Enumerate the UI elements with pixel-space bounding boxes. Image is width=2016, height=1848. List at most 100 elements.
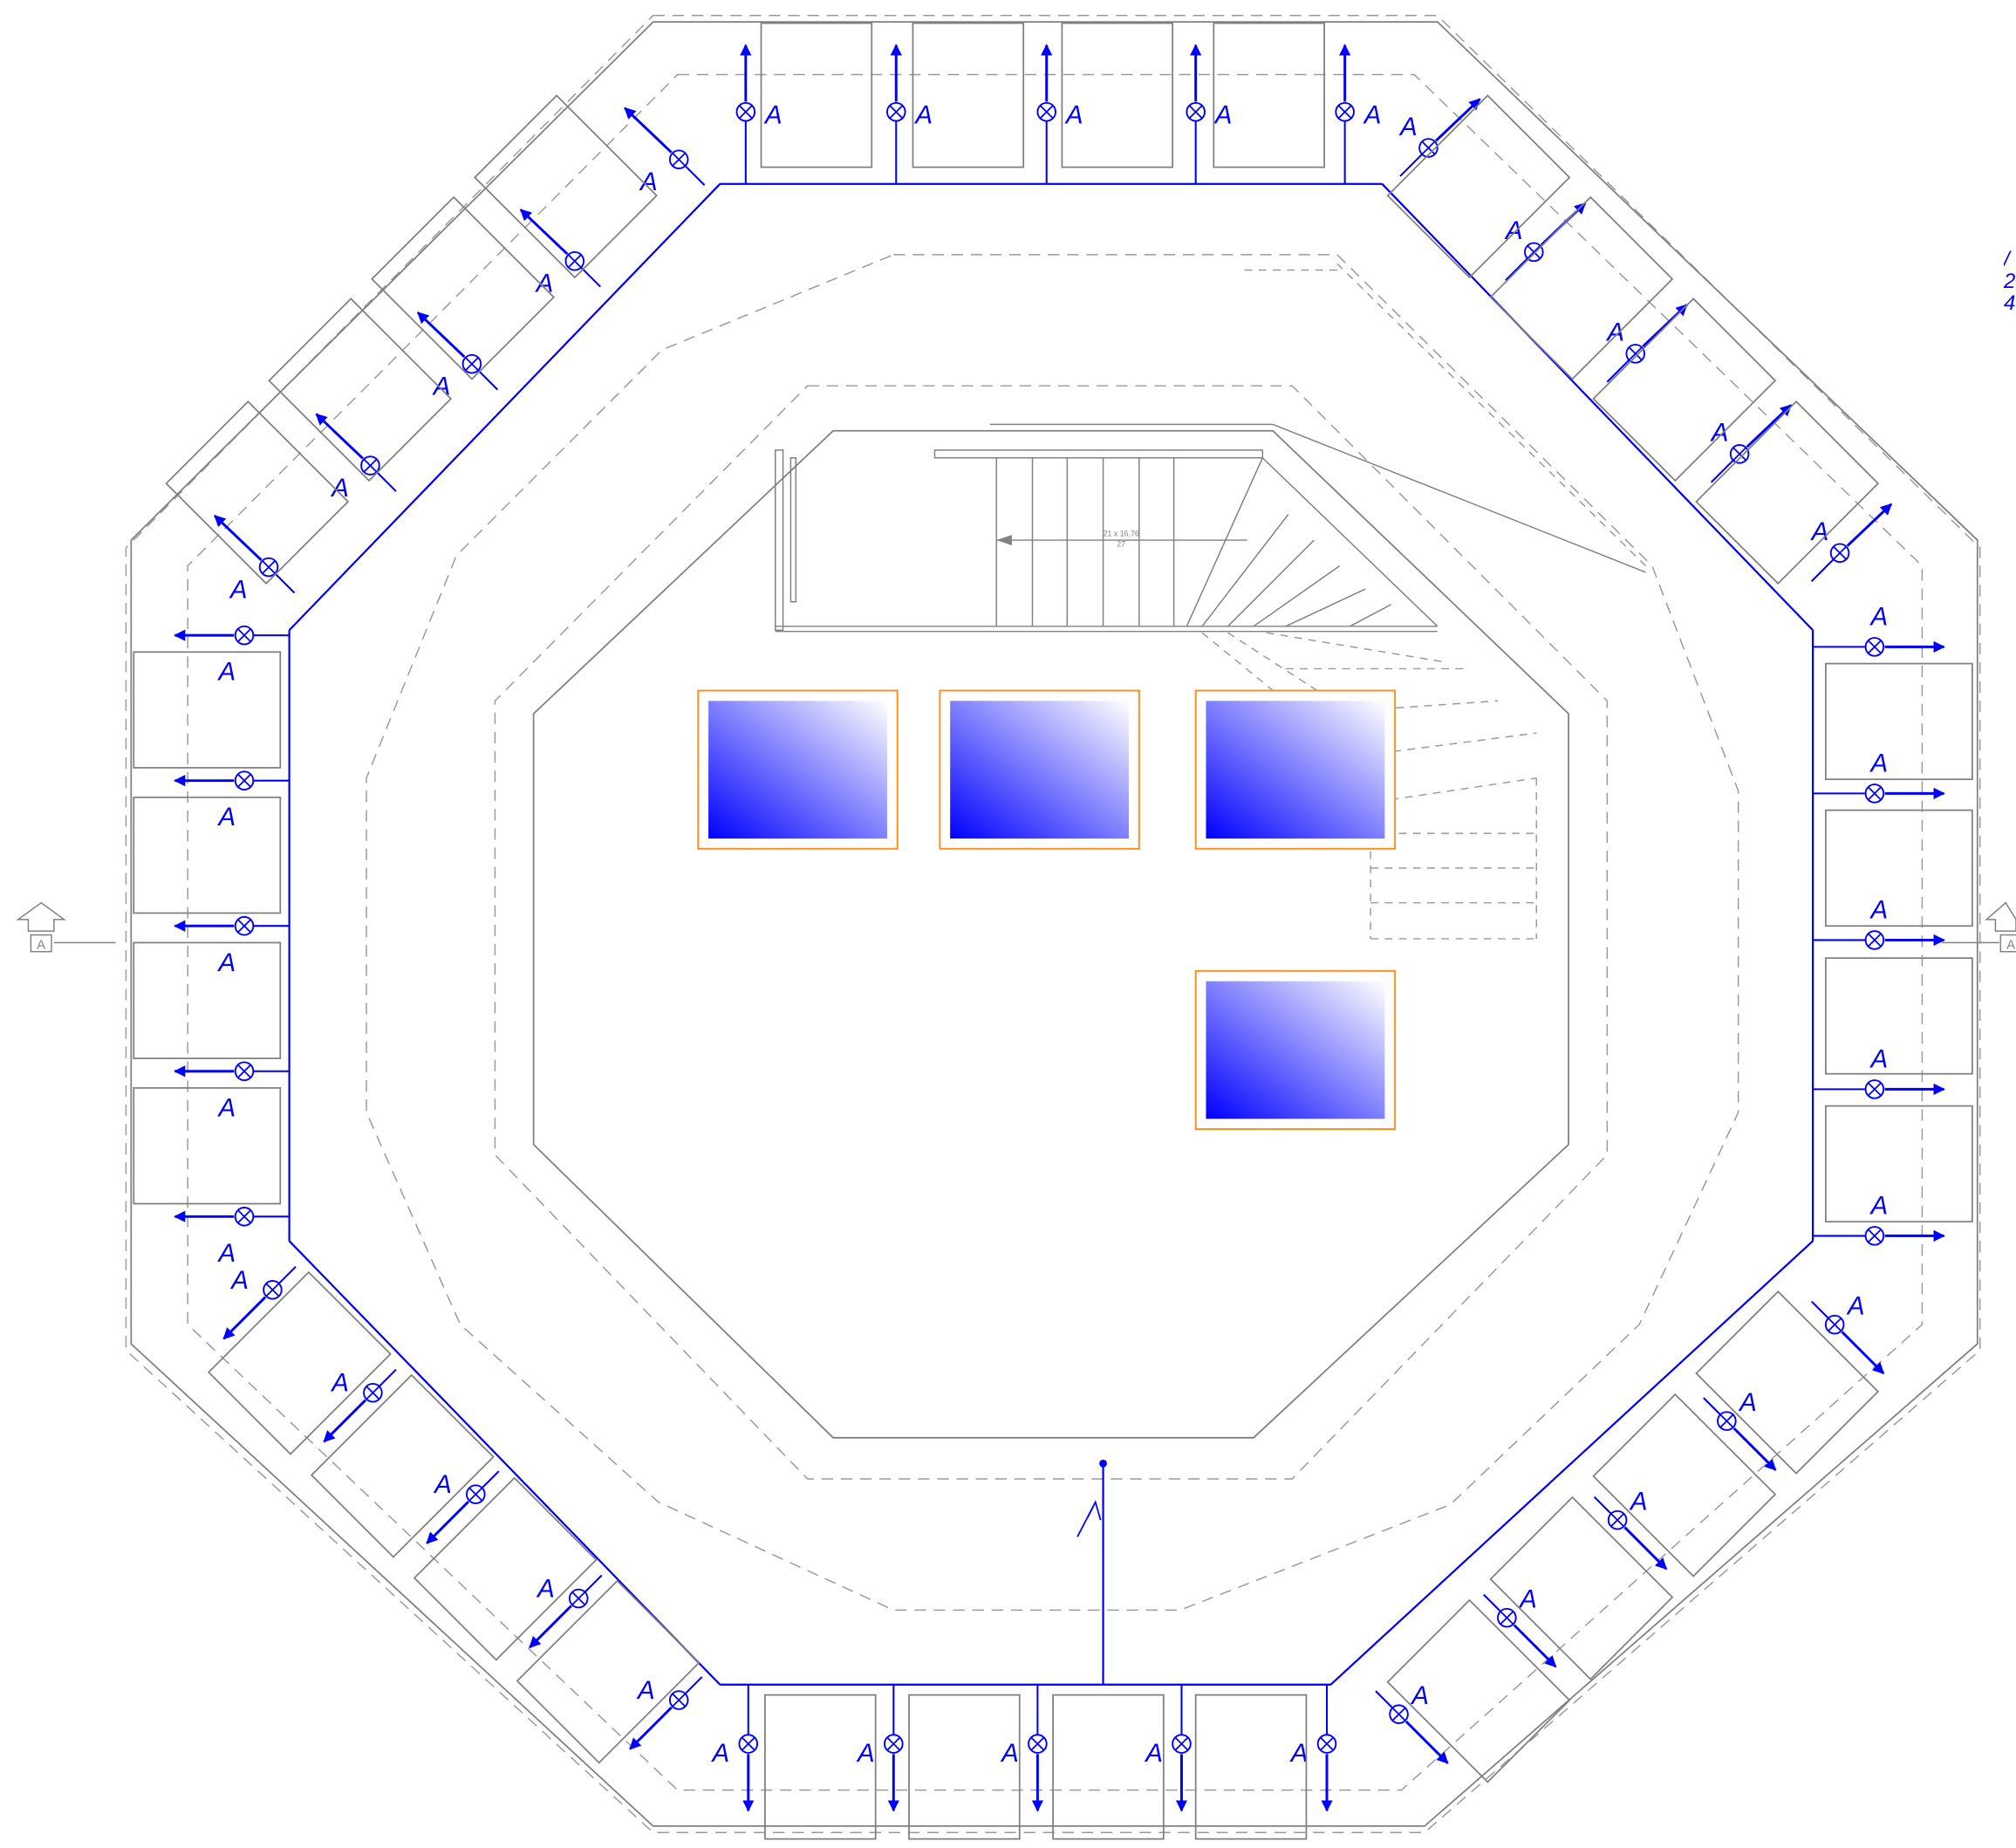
light-fixture: A (856, 1684, 904, 1812)
room-cell (268, 298, 453, 483)
building-walls (130, 21, 1978, 1827)
room-cell (908, 1694, 1021, 1840)
room-cell (1824, 662, 1973, 781)
light-fixture: A (519, 209, 602, 298)
light-fixture: A (1483, 1584, 1557, 1668)
fixture-label: A (217, 1093, 236, 1122)
skylight-glass (708, 701, 887, 838)
fixture-label: A (1213, 101, 1233, 130)
fixture-label: A (856, 1739, 875, 1768)
fixture-label: A (217, 658, 236, 687)
fixture-label: A (1629, 1487, 1648, 1516)
fixture-label: A (1846, 1291, 1865, 1320)
fixture-label: A (217, 948, 236, 977)
section-marker-label: A (2006, 939, 2015, 953)
fixture-label: A (217, 803, 236, 832)
light-fixture: A (1289, 1684, 1337, 1812)
fixture-label: A (1738, 1388, 1757, 1417)
room-cell (310, 1373, 495, 1558)
room-cell (207, 1270, 392, 1455)
fixture-label: A (1869, 895, 1888, 924)
light-fixture: A (1813, 1191, 1945, 1246)
fixture-label: A (536, 1575, 555, 1604)
light-fixture: A (1813, 602, 1945, 657)
room-cell (1213, 22, 1325, 168)
light-fixture: A (1813, 1044, 1945, 1099)
light-fixture: A (624, 106, 706, 196)
light-fixture: A (1810, 1291, 1885, 1375)
edge-text-line: / (2004, 249, 2010, 271)
fixture-label: A (432, 373, 451, 401)
light-fixture: A (1144, 1684, 1192, 1812)
light-fixture: A (1335, 44, 1381, 184)
light-fixture: A (529, 1575, 603, 1649)
direction-arrow-icon (1846, 503, 1893, 547)
direction-arrow-icon (416, 311, 466, 359)
direction-arrow-icon (1404, 1720, 1449, 1764)
room-cell (1824, 1105, 1973, 1223)
edge-text: / 2 4 (2004, 249, 2016, 314)
light-fixture: A (174, 1061, 290, 1122)
fixture-label: A (913, 101, 933, 130)
fixture-label: A (330, 474, 349, 503)
light-fixture: A (1000, 1684, 1048, 1812)
room-cell (413, 1476, 598, 1661)
direction-arrow-icon (1746, 404, 1793, 448)
stair-note-line1: 21 x 16,76 (1104, 530, 1139, 538)
room-cell (1386, 94, 1571, 279)
skylights (697, 689, 1397, 1131)
inner-wall (532, 429, 1569, 1439)
edge-text-line: 2 (2004, 270, 2016, 293)
light-fixture: A (1036, 44, 1083, 184)
fixture-label: A (1000, 1739, 1019, 1768)
light-fixture: A (1810, 503, 1893, 582)
direction-arrow-icon (1841, 1331, 1885, 1375)
direction-arrow-icon (1434, 98, 1481, 142)
fixture-label: A (1869, 602, 1888, 631)
room-cell (912, 22, 1025, 168)
section-marker-right: A (1941, 901, 2016, 953)
dashed-outlines (125, 14, 1981, 1834)
skylight-glass (950, 701, 1130, 838)
fixture-label: A (1810, 517, 1829, 546)
fixture-label: A (1410, 1681, 1429, 1710)
room-cell (1489, 1496, 1674, 1680)
room-cell (1061, 22, 1174, 168)
room-cell (371, 195, 556, 380)
fixture-label: A (1518, 1584, 1537, 1613)
room-cell (1194, 1694, 1308, 1840)
light-fixture: A (416, 311, 499, 401)
room-cell (1824, 957, 1973, 1075)
light-fixture: A (1703, 1388, 1777, 1471)
fixture-label: A (330, 1369, 349, 1398)
light-fixture: A (426, 1470, 500, 1544)
light-fixture: A (1593, 1487, 1668, 1571)
direction-arrow-icon (426, 1500, 470, 1544)
light-fixture: A (1375, 1681, 1449, 1764)
light-fixture: A (174, 770, 290, 832)
light-fixture: A (735, 44, 782, 184)
light-fixture: A (315, 413, 397, 503)
room-cell (133, 1087, 282, 1205)
room-cells (133, 22, 1973, 1840)
light-fixture: A (1813, 749, 1945, 804)
fixture-label: A (1144, 1739, 1163, 1768)
light-fixture: A (629, 1676, 703, 1750)
direction-arrow-icon (629, 1706, 673, 1750)
light-fixture: A (711, 1684, 759, 1812)
staircase (774, 423, 1646, 633)
direction-arrow-icon (1513, 1624, 1557, 1668)
fixture-label: A (217, 1239, 236, 1268)
fixture-label: A (1064, 101, 1083, 130)
room-cell (165, 400, 350, 585)
light-fixture: A (1710, 404, 1793, 483)
light-fixture: A (1398, 98, 1481, 177)
switch-icon (1099, 1459, 1107, 1468)
light-fixture: A (174, 1207, 290, 1268)
room-cell (1386, 1598, 1571, 1783)
room-cell (1824, 809, 1973, 927)
skylight-glass (1206, 981, 1385, 1119)
light-fixture: A (1813, 895, 1945, 950)
